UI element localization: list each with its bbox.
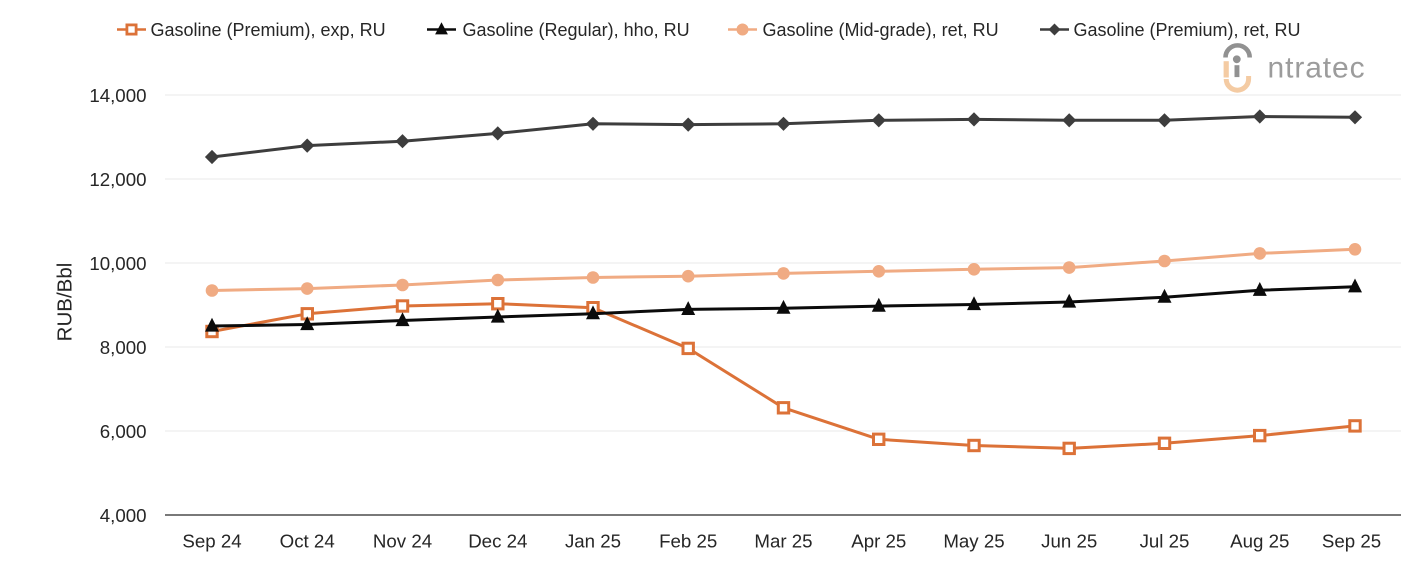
svg-text:Sep 24: Sep 24 <box>182 531 241 552</box>
svg-text:12,000: 12,000 <box>89 169 146 190</box>
svg-text:Aug 25: Aug 25 <box>1230 531 1289 552</box>
svg-text:Dec 24: Dec 24 <box>468 531 527 552</box>
svg-text:RUB/Bbl: RUB/Bbl <box>54 263 77 342</box>
svg-text:Nov 24: Nov 24 <box>373 531 432 552</box>
svg-text:Jul 25: Jul 25 <box>1140 531 1190 552</box>
svg-text:10,000: 10,000 <box>89 253 146 274</box>
svg-text:Jan 25: Jan 25 <box>565 531 621 552</box>
svg-text:4,000: 4,000 <box>100 505 147 526</box>
svg-text:Mar 25: Mar 25 <box>754 531 812 552</box>
svg-text:14,000: 14,000 <box>89 85 146 106</box>
svg-text:Apr 25: Apr 25 <box>851 531 906 552</box>
svg-text:Gasoline (Mid-grade), ret, RU: Gasoline (Mid-grade), ret, RU <box>763 20 999 40</box>
svg-text:Jun 25: Jun 25 <box>1041 531 1097 552</box>
svg-text:Oct 24: Oct 24 <box>280 531 335 552</box>
svg-text:Feb 25: Feb 25 <box>659 531 717 552</box>
svg-text:Gasoline (Regular), hho, RU: Gasoline (Regular), hho, RU <box>463 20 690 40</box>
svg-text:Sep 25: Sep 25 <box>1322 531 1381 552</box>
svg-text:8,000: 8,000 <box>100 337 147 358</box>
svg-text:Gasoline (Premium), ret, RU: Gasoline (Premium), ret, RU <box>1074 20 1301 40</box>
svg-text:6,000: 6,000 <box>100 421 147 442</box>
svg-text:ntratec: ntratec <box>1268 52 1366 85</box>
svg-text:Gasoline (Premium), exp, RU: Gasoline (Premium), exp, RU <box>151 20 386 40</box>
svg-text:May 25: May 25 <box>943 531 1004 552</box>
